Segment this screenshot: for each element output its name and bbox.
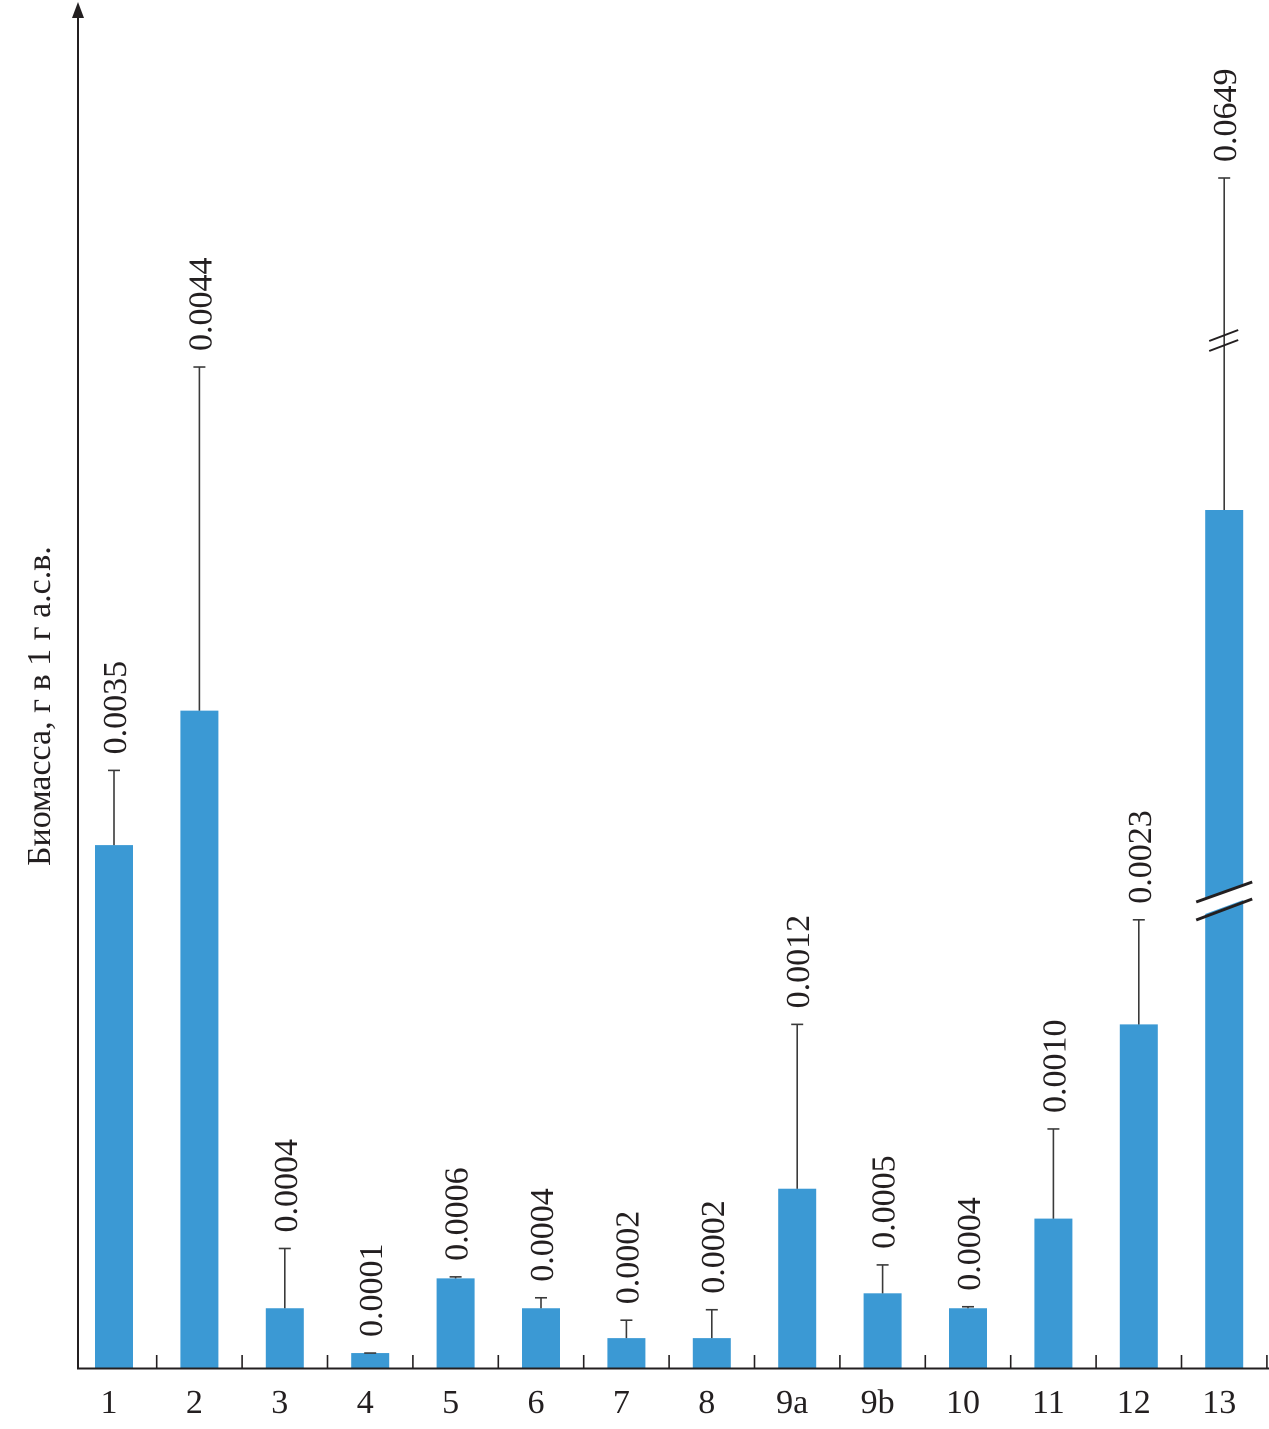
bar-9a: [778, 1188, 817, 1368]
bar-4: [351, 1353, 390, 1368]
value-label-5: 0.0006: [439, 1167, 476, 1261]
error-break-mark: [1208, 339, 1239, 352]
bar-8: [692, 1338, 731, 1368]
bar-2: [180, 710, 219, 1368]
bar-7: [607, 1338, 646, 1368]
x-tick-label-7: 7: [613, 1384, 630, 1421]
bar-12: [1119, 1024, 1158, 1368]
value-label-12: 0.0023: [1122, 810, 1159, 904]
value-label-11: 0.0010: [1036, 1019, 1073, 1113]
value-label-2: 0.0044: [182, 258, 219, 352]
axis-break-gap: [1194, 880, 1255, 918]
x-tick-label-12: 12: [1117, 1384, 1151, 1421]
x-tick-label-4: 4: [357, 1384, 374, 1421]
value-label-10: 0.0004: [951, 1197, 988, 1291]
axis-break-mark: [1195, 897, 1253, 922]
bar-10: [949, 1308, 987, 1368]
x-tick-label-9b: 9b: [861, 1384, 895, 1421]
value-label-9b: 0.0005: [866, 1155, 903, 1249]
x-tick-label-6: 6: [528, 1384, 545, 1421]
x-tick-label-8: 8: [698, 1384, 715, 1421]
value-label-6: 0.0004: [524, 1188, 561, 1282]
axis-break-mark: [1195, 880, 1253, 904]
bar-6: [522, 1308, 560, 1368]
value-label-3: 0.0004: [268, 1139, 305, 1233]
x-tick-label-10: 10: [946, 1384, 980, 1421]
bar-13: [1205, 510, 1244, 1368]
x-tick-label-5: 5: [442, 1384, 459, 1421]
bar-3: [265, 1308, 304, 1368]
bar-1: [95, 845, 133, 1368]
value-label-9a: 0.0012: [780, 915, 817, 1009]
x-tick-label-3: 3: [271, 1384, 288, 1421]
value-label-7: 0.0002: [609, 1211, 646, 1305]
value-label-13: 0.0649: [1207, 69, 1244, 163]
error-break-mark: [1208, 329, 1239, 342]
x-tick-label-9a: 9a: [776, 1384, 808, 1421]
value-label-8: 0.0002: [695, 1200, 732, 1294]
y-axis-label: Биомасса, г в 1 г а.с.в.: [21, 546, 58, 866]
value-label-1: 0.0035: [97, 661, 134, 755]
x-tick-label-1: 1: [101, 1384, 118, 1421]
bar-9b: [863, 1293, 902, 1368]
bar-5: [436, 1278, 475, 1368]
bar-11: [1034, 1218, 1073, 1368]
x-tick-label-11: 11: [1032, 1384, 1065, 1421]
x-tick-label-13: 13: [1202, 1384, 1236, 1421]
x-tick-label-2: 2: [186, 1384, 203, 1421]
value-label-4: 0.0001: [353, 1244, 390, 1338]
y-axis-arrow: [72, 2, 84, 18]
